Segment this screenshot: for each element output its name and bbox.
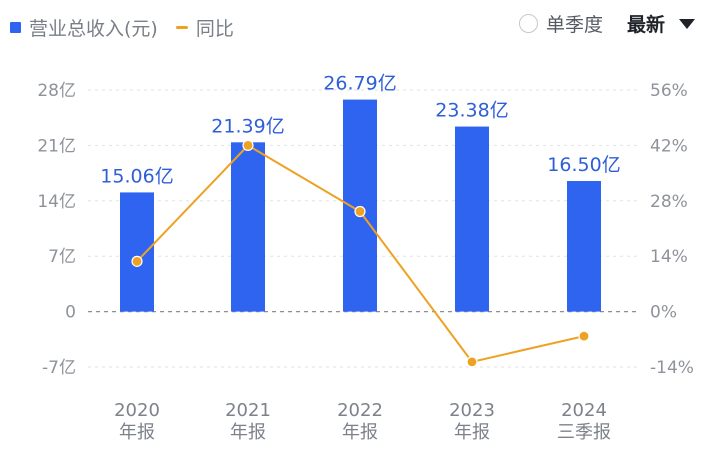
bar-data-label: 21.39亿 [211, 115, 284, 137]
y-right-tick-label: 42% [650, 136, 688, 156]
chart-header: 营业总收入(元) 同比 单季度 最新 [0, 0, 713, 48]
legend-yoy-label: 同比 [195, 18, 234, 40]
y-left-tick-label: 7亿 [48, 247, 76, 267]
legend-item-revenue[interactable]: 营业总收入(元) [10, 14, 158, 41]
x-tick-label: 2020 年报 [114, 400, 160, 443]
y-right-tick-label: 56% [650, 81, 688, 101]
y-right-tick-label: 14% [650, 247, 688, 267]
bar-data-label: 16.50亿 [547, 154, 620, 176]
legend-bar-swatch [10, 22, 21, 33]
x-tick-label: 2023 年报 [449, 400, 495, 443]
yoy-point [466, 356, 478, 368]
y-right-tick-label: 28% [650, 192, 688, 212]
legend: 营业总收入(元) 同比 [10, 14, 252, 41]
y-right-tick-label: 0% [650, 303, 677, 323]
yoy-point [242, 139, 254, 151]
legend-line-swatch [175, 26, 188, 29]
sort-dropdown-label: 最新 [626, 14, 665, 36]
y-left-tick-label: 0 [65, 303, 76, 323]
y-left-tick-label: 21亿 [37, 136, 76, 156]
revenue-bar [455, 126, 489, 312]
x-tick-label: 2022 年报 [337, 400, 383, 443]
legend-revenue-label: 营业总收入(元) [29, 18, 158, 40]
chart-controls: 单季度 最新 [518, 10, 695, 37]
y-left-tick-label: 14亿 [37, 192, 76, 212]
quarter-toggle-label: 单季度 [545, 14, 603, 36]
bar-data-label: 26.79亿 [323, 73, 396, 95]
caret-down-icon[interactable] [679, 18, 695, 29]
y-left-tick-label: 28亿 [37, 81, 76, 101]
y-right-tick-label: -14% [650, 358, 694, 378]
bar-data-label: 23.38亿 [435, 100, 508, 122]
radio-circle-icon[interactable] [518, 14, 538, 33]
yoy-point [578, 330, 590, 342]
x-tick-label: 2021 年报 [225, 400, 271, 443]
revenue-bar [120, 192, 154, 312]
revenue-bar [231, 142, 265, 312]
bar-data-label: 15.06亿 [100, 165, 173, 187]
revenue-bar [567, 181, 601, 312]
quarter-toggle[interactable]: 单季度 [518, 10, 603, 37]
x-tick-label: 2024 三季报 [557, 400, 611, 443]
sort-dropdown[interactable]: 最新 [627, 10, 695, 37]
legend-item-yoy[interactable]: 同比 [175, 14, 234, 41]
yoy-point [354, 205, 366, 218]
y-left-tick-label: -7亿 [42, 358, 76, 378]
yoy-point [131, 255, 143, 267]
